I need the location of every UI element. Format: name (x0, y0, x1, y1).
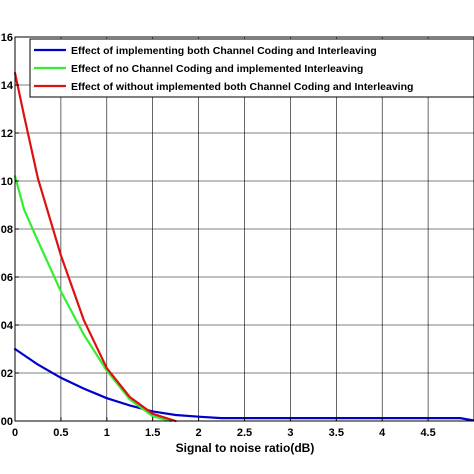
series-layer (13, 71, 474, 423)
y-tick-labels: 00 02 04 06 08 10 12 14 16 (1, 32, 14, 428)
y-tick-label: 08 (1, 224, 13, 236)
y-tick-label: 02 (1, 368, 13, 380)
x-tick-labels: 0 0.5 1 1.5 2 2.5 3 3.5 4 4.5 (12, 427, 436, 439)
y-tick-label: 12 (1, 128, 13, 140)
legend-label-3: Effect of without implemented both Chann… (71, 81, 413, 93)
y-tick-label: 06 (1, 272, 13, 284)
x-tick-label: 0 (12, 427, 18, 439)
y-tick-label: 16 (1, 32, 13, 44)
grid-lines (15, 37, 474, 421)
x-tick-label: 0.5 (53, 427, 68, 439)
y-tick-label: 00 (1, 416, 13, 428)
legend-label-1: Effect of implementing both Channel Codi… (71, 45, 377, 57)
series-line-1 (13, 347, 474, 422)
x-tick-label: 4 (379, 427, 386, 439)
legend: Effect of implementing both Channel Codi… (29, 38, 474, 98)
legend-box (29, 38, 474, 98)
series-line-3 (13, 71, 177, 423)
tick-marks (14, 36, 429, 422)
y-tick-label: 14 (1, 80, 14, 92)
series-line-2 (13, 175, 173, 423)
x-tick-label: 3.5 (329, 427, 344, 439)
y-tick-label: 10 (1, 176, 13, 188)
legend-items: Effect of implementing both Channel Codi… (34, 45, 413, 93)
x-tick-label: 1.5 (145, 427, 160, 439)
legend-label-2: Effect of no Channel Coding and implemen… (71, 63, 363, 75)
x-tick-label: 1 (104, 427, 110, 439)
x-tick-label: 2 (196, 427, 202, 439)
x-tick-label: 3 (287, 427, 293, 439)
y-tick-label: 04 (1, 320, 14, 332)
x-axis-label: Signal to noise ratio(dB) (176, 441, 315, 455)
x-tick-label: 2.5 (237, 427, 252, 439)
x-tick-label: 4.5 (420, 427, 435, 439)
